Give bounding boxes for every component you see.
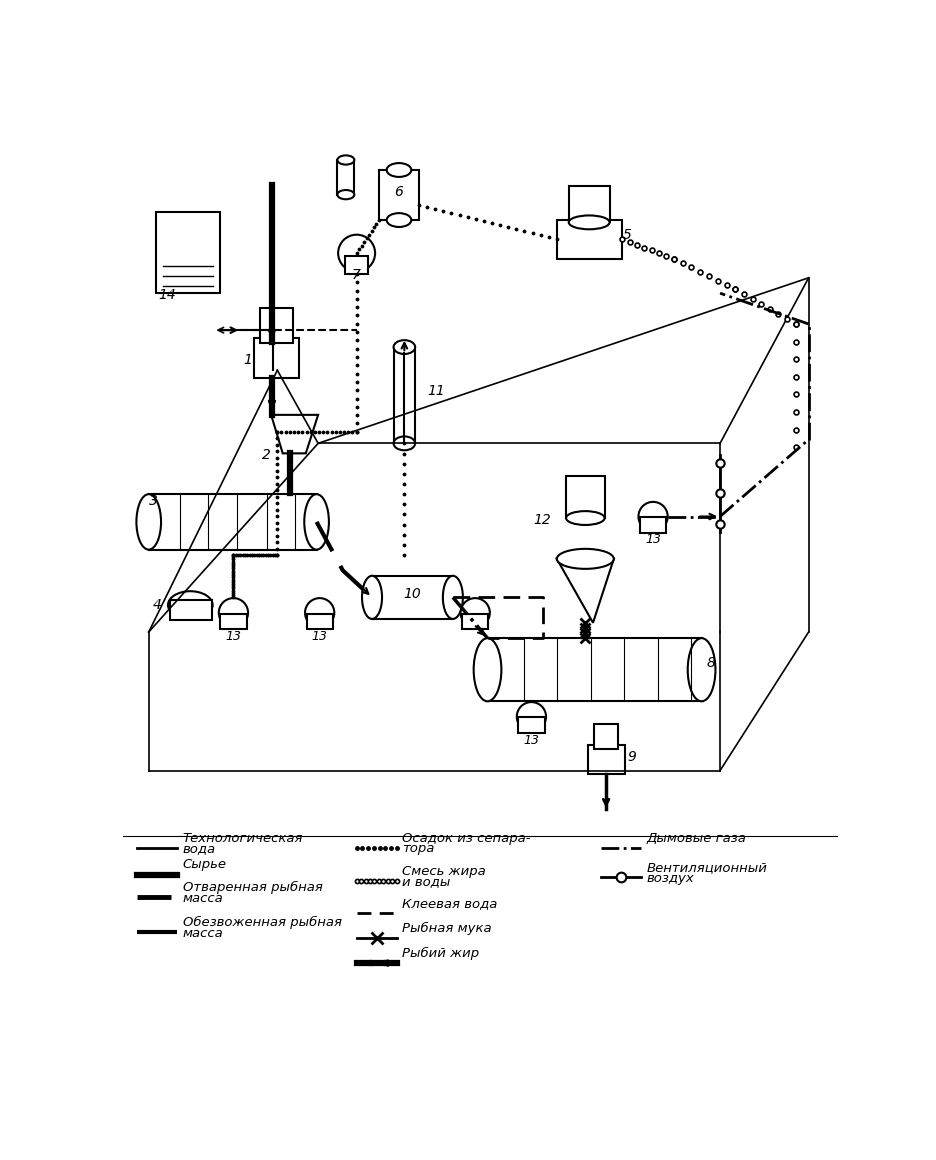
Bar: [518, 718, 544, 733]
Text: Отваренная рыбная: Отваренная рыбная: [183, 880, 322, 894]
Bar: [344, 256, 368, 274]
Text: вода: вода: [183, 842, 215, 855]
Text: Обезвоженная рыбная: Обезвоженная рыбная: [183, 916, 342, 929]
Ellipse shape: [393, 340, 415, 354]
Ellipse shape: [361, 575, 382, 619]
Ellipse shape: [443, 575, 462, 619]
Text: 1: 1: [242, 353, 252, 367]
Polygon shape: [271, 415, 318, 454]
Bar: [639, 517, 665, 532]
Text: Клеевая вода: Клеевая вода: [402, 897, 497, 909]
Ellipse shape: [393, 436, 415, 450]
Ellipse shape: [387, 164, 411, 177]
Ellipse shape: [337, 155, 354, 165]
Polygon shape: [556, 559, 613, 623]
Ellipse shape: [137, 494, 161, 550]
Text: 13: 13: [312, 630, 328, 643]
Ellipse shape: [337, 190, 354, 200]
Ellipse shape: [387, 213, 411, 227]
Text: тора: тора: [402, 842, 434, 855]
Text: Вентиляционный: Вентиляционный: [646, 861, 767, 873]
Bar: [337, 160, 354, 195]
Text: и воды: и воды: [402, 876, 450, 889]
Text: Технологическая: Технологическая: [183, 832, 302, 844]
Circle shape: [305, 599, 334, 628]
Circle shape: [637, 502, 667, 531]
Text: 9: 9: [627, 751, 636, 764]
Text: масса: масса: [183, 927, 223, 940]
Bar: [565, 477, 604, 519]
Circle shape: [461, 599, 490, 628]
Bar: [378, 171, 418, 220]
Bar: [149, 494, 316, 550]
Text: воздух: воздух: [646, 871, 694, 885]
Bar: [556, 220, 622, 259]
Text: Сырье: Сырье: [183, 858, 227, 871]
Ellipse shape: [565, 512, 604, 525]
Text: 3: 3: [149, 494, 157, 508]
Ellipse shape: [304, 494, 329, 550]
Ellipse shape: [474, 638, 501, 702]
Bar: [593, 724, 618, 749]
Ellipse shape: [168, 592, 212, 619]
Text: 11: 11: [427, 384, 445, 398]
Ellipse shape: [687, 638, 715, 702]
Text: 7: 7: [352, 268, 360, 282]
Text: Рыбий жир: Рыбий жир: [402, 947, 478, 960]
Text: Дымовые газа: Дымовые газа: [646, 832, 745, 844]
Text: 14: 14: [158, 288, 176, 302]
Ellipse shape: [568, 216, 609, 230]
Bar: [568, 186, 609, 223]
Bar: [220, 614, 246, 629]
Circle shape: [338, 234, 374, 271]
Text: Осадок из сепара-: Осадок из сепара-: [402, 832, 530, 844]
Text: масса: масса: [183, 892, 223, 905]
Bar: [587, 745, 624, 775]
Circle shape: [517, 702, 546, 731]
Bar: [306, 614, 332, 629]
Text: 10: 10: [402, 587, 420, 601]
Text: 6: 6: [394, 186, 403, 200]
Text: Смесь жира: Смесь жира: [402, 864, 485, 878]
Bar: [156, 212, 219, 293]
Bar: [260, 307, 293, 343]
Text: 13: 13: [644, 534, 661, 546]
Text: 4: 4: [153, 597, 162, 612]
Text: 5: 5: [622, 229, 631, 242]
Text: 12: 12: [533, 513, 550, 527]
Bar: [169, 601, 212, 621]
Text: 13: 13: [523, 733, 539, 747]
Bar: [461, 614, 488, 629]
Text: Рыбная мука: Рыбная мука: [402, 922, 491, 935]
Bar: [372, 575, 452, 619]
Bar: [393, 347, 415, 443]
Bar: [487, 638, 701, 702]
Text: 8: 8: [706, 655, 714, 669]
Text: 13: 13: [226, 630, 241, 643]
Text: 2: 2: [262, 448, 271, 462]
Circle shape: [219, 599, 248, 628]
Ellipse shape: [556, 549, 613, 568]
Bar: [254, 338, 299, 378]
